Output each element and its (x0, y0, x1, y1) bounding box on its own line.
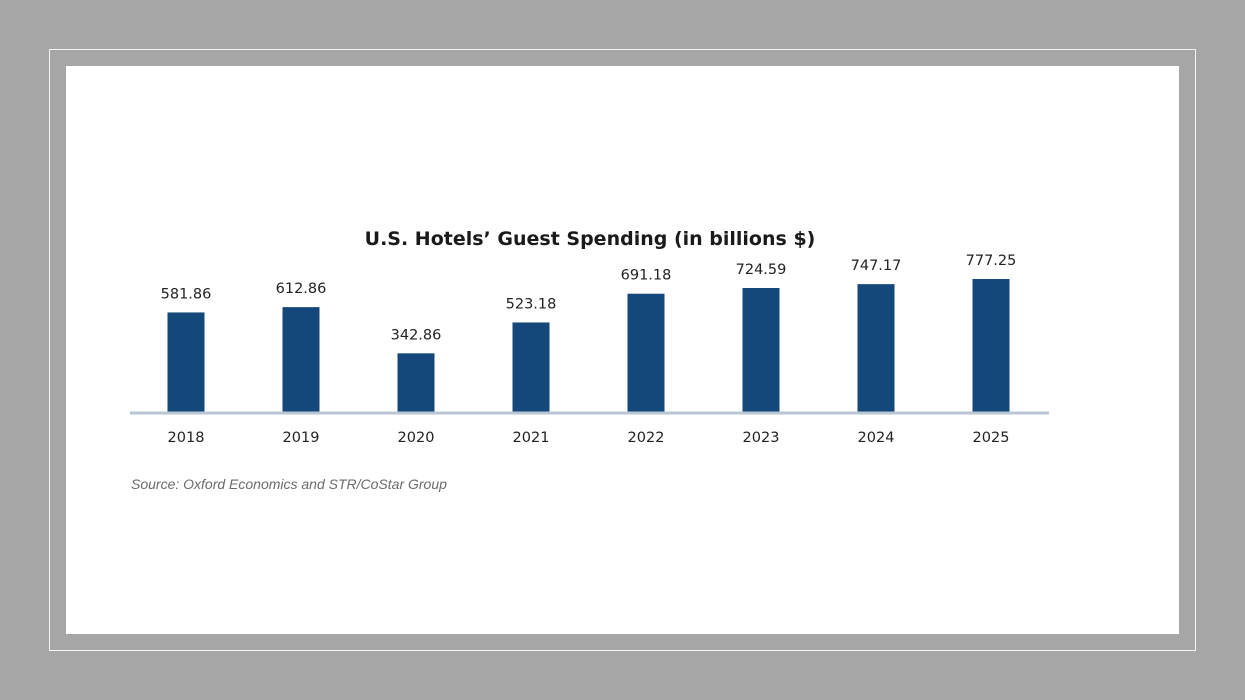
bar-2020 (397, 353, 435, 412)
x-tick-label-2020: 2020 (398, 430, 435, 446)
x-tick-label-2025: 2025 (973, 430, 1010, 446)
x-tick-label-2021: 2021 (513, 430, 550, 446)
data-label-2025: 777.25 (966, 253, 1017, 269)
x-tick-label-2019: 2019 (283, 430, 320, 446)
x-tick-label-2018: 2018 (168, 430, 205, 446)
outer-frame (49, 49, 1196, 651)
data-label-2020: 342.86 (391, 327, 442, 343)
data-label-2023: 724.59 (736, 262, 787, 278)
bar-2025 (972, 279, 1010, 412)
chart-title: U.S. Hotels’ Guest Spending (in billions… (365, 228, 816, 250)
data-label-2022: 691.18 (621, 268, 672, 284)
bar-2022 (627, 293, 665, 412)
x-tick-label-2022: 2022 (628, 430, 665, 446)
x-tick-label-2024: 2024 (858, 430, 895, 446)
bar-2019 (282, 307, 320, 412)
source-note: Source: Oxford Economics and STR/CoStar … (131, 476, 447, 492)
bar-2018 (167, 312, 205, 412)
bar-2024 (857, 284, 895, 412)
data-label-2024: 747.17 (851, 258, 902, 274)
data-label-2021: 523.18 (506, 296, 557, 312)
x-tick-label-2023: 2023 (743, 430, 780, 446)
bar-2021 (512, 322, 550, 412)
data-label-2019: 612.86 (276, 281, 327, 297)
bars-group: 581.86 2018 612.86 2019 342.86 2020 523.18 2021… (161, 253, 1017, 446)
bar-2023 (742, 288, 780, 412)
data-label-2018: 581.86 (161, 286, 212, 302)
